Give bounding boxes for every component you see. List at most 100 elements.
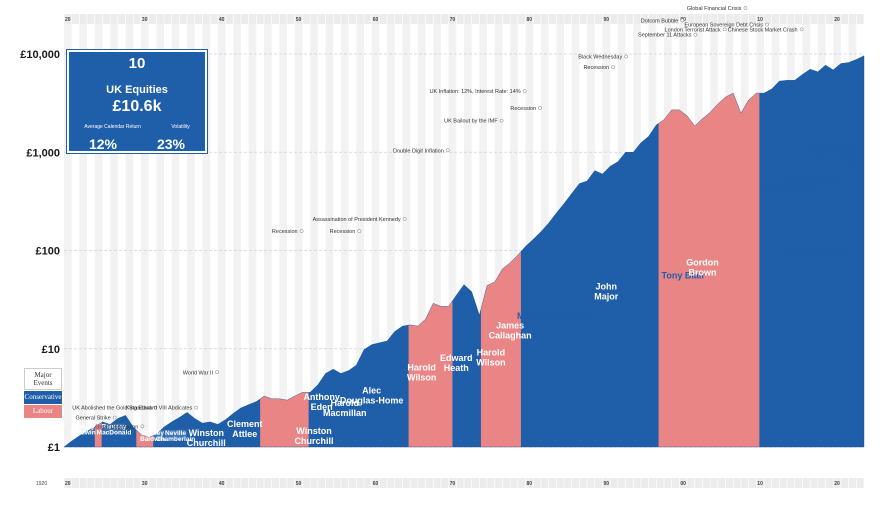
pm-label: Stanley [72,424,96,431]
pm-label: Gordon [686,258,719,268]
year-band [140,18,149,447]
event-dot [624,54,629,59]
year-band [125,18,134,447]
event-label: European Sovereign Debt Crisis [684,23,763,29]
pm-label: Eden [311,402,333,412]
stat-box-vol-label: Volatility [171,124,190,130]
x-decade-label: 30 [142,17,148,23]
event-label: London Terrorist Attack [665,27,721,33]
year-band [294,18,303,447]
pm-label: Tony Blair [662,270,706,280]
x-decade-label: 40 [219,481,225,487]
year-band [233,18,241,447]
event-dot [299,229,304,234]
year-band [510,18,518,447]
pm-label: Clement [227,419,263,429]
event-label: Great Depression [95,424,138,430]
pm-label: John [596,282,618,292]
event-dot [743,6,748,10]
event-label: Recession [272,229,298,235]
event-dot [680,18,685,23]
pm-label: Wilson [476,358,505,368]
x-decade-label: 00 [680,481,686,487]
year-band [264,18,272,447]
event-dot [215,370,219,375]
x-decade-label: 20 [834,481,840,487]
stat-box-vol-value: 23% [156,136,186,152]
chart-axes: £1 £10 £100 £1,000 £10,000 20 20 30 30 40 40 50 50 60… [20,14,865,488]
government-band [759,55,864,447]
pm-label: Heath [444,363,469,373]
pm-label: Macmillan [323,408,367,418]
y-tick-label: £10,000 [20,49,60,61]
event-label: Black Wednesday [578,54,622,60]
event-label: September 11 Attacks [638,33,692,39]
x-decade-label: 20 [834,17,840,23]
event-label: Recession [330,229,356,235]
year-band [387,18,395,447]
pm-label: Liz Truss [818,154,857,164]
event-label: Assassination of President Kennedy [313,217,401,223]
pm-label: Douglas-Home [340,396,404,406]
year-band [171,18,180,447]
pm-label: Winston [296,426,331,436]
year-band [187,18,195,447]
y-tick-label: £100 [36,246,60,258]
year-band [279,18,288,447]
legend-labour: Labour [24,405,62,418]
event-dot [799,27,804,32]
x-decade-label: 20 [65,17,71,23]
event-dot [538,106,542,110]
government-band [658,55,760,447]
year-band [494,18,503,447]
event-dot [611,65,616,70]
x-decade-label: 10 [757,481,763,487]
y-tick-label: £10 [42,344,60,356]
pm-label: Baldwin [140,436,165,443]
pm-label: Winston [189,428,224,438]
event-dot [722,27,727,32]
stat-box-value: £10.6k [112,98,162,115]
pm-label: Baldwin [71,430,96,437]
x-decade-label: 70 [450,481,456,487]
event-markers: General Strike UK Abolished the Gold Stan… [72,6,804,430]
x-decade-label: 30 [142,481,148,487]
pm-label: Callaghan [489,331,532,341]
year-band [79,18,88,447]
x-decade-label: 60 [373,481,379,487]
stat-box-return-label: Average Calendar Return [84,124,141,130]
x-decade-label: 60 [373,17,379,23]
stat-box-title: UK Equities [106,84,168,96]
x-decade-label: 80 [527,481,533,487]
pm-label: Margaret Thatcher [517,311,596,321]
event-dot [194,405,199,410]
year-band [433,18,441,447]
pm-label: Harold [331,398,360,408]
event-label: UK Bailout by the IMF [444,119,498,125]
event-dot [402,217,407,221]
event-label: UK Inflation: 12%, Interest Rate: 14% [430,89,521,95]
pm-label-box [141,429,164,440]
event-label: General Strike [76,416,111,422]
pm-label: Attlee [232,429,257,439]
stat-box-number: 10 [128,55,146,72]
year-band [417,18,426,447]
pm-label: Neville [165,430,186,437]
pm-label: Harold [477,348,506,358]
x-decade-label: 90 [603,17,609,23]
pm-label: MacDonald [97,430,132,437]
year-band [202,18,211,447]
year-band [156,18,164,447]
event-label: Global Financial Crisis [687,6,742,12]
event-dot [522,89,527,93]
event-label: Recession [583,65,609,71]
pm-label: Churchill [294,436,333,446]
pm-label-box [164,429,187,440]
event-label: World War II [183,370,214,376]
series-outline [63,55,865,448]
pm-label: Major [594,292,619,302]
pm-label-box [72,423,95,434]
x-start-label: 1920 [36,481,47,487]
event-label: Double Digit Inflation [393,148,444,154]
